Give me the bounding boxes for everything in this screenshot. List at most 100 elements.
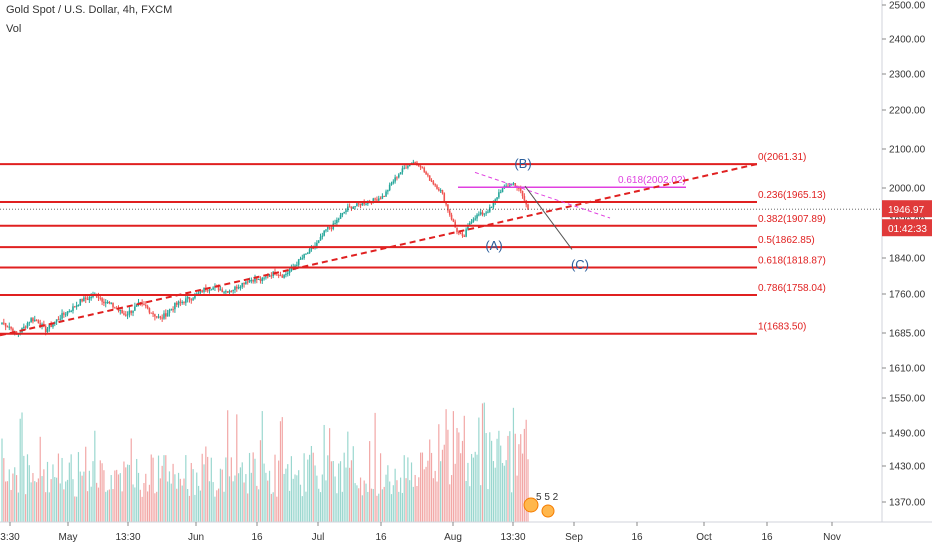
candle-body: [294, 265, 296, 268]
candle-body: [134, 306, 136, 311]
volume-bar: [116, 469, 118, 522]
candle-body: [135, 304, 138, 307]
resistance-dashed-line[interactable]: [474, 171, 611, 219]
candle-body: [496, 197, 498, 200]
candle-body: [512, 183, 515, 185]
volume-bar: [137, 472, 140, 522]
candle-body: [50, 324, 52, 327]
candle-body: [347, 206, 349, 211]
x-tick-label: 16: [631, 532, 643, 543]
candle-body: [345, 210, 347, 213]
volume-bar: [410, 462, 413, 522]
candle-body: [235, 286, 238, 289]
volume-indicator-label[interactable]: Vol: [6, 23, 22, 35]
candle-body: [434, 184, 436, 186]
volume-bar: [70, 454, 72, 522]
volume-bar: [170, 483, 172, 522]
candle-body: [276, 274, 278, 276]
projection-line[interactable]: [524, 185, 573, 250]
candle-body: [181, 301, 183, 303]
wave-label[interactable]: (C): [571, 257, 589, 272]
volume-bar: [514, 433, 516, 522]
candle-body: [452, 219, 455, 222]
volume-bar: [525, 419, 527, 522]
candle-body: [465, 229, 467, 237]
volume-bar: [520, 434, 522, 522]
volume-bar: [197, 485, 200, 522]
candle-body: [321, 235, 324, 237]
volume-bar: [379, 453, 382, 522]
volume-bar: [227, 410, 229, 522]
volume-bar: [32, 473, 34, 522]
volume-bar: [272, 492, 274, 522]
volume-bar: [25, 494, 27, 522]
candle-body: [326, 227, 329, 230]
volume-bar: [258, 489, 260, 522]
volume-bar: [325, 480, 327, 522]
chart-title: Gold Spot / U.S. Dollar, 4h, FXCM: [6, 4, 173, 16]
event-flag-icon[interactable]: [541, 504, 555, 518]
volume-bar: [17, 492, 19, 522]
fib-extension-label: 0.618(2002.02): [618, 175, 686, 186]
candle-body: [396, 177, 398, 179]
volume-bar: [232, 481, 234, 522]
candle-body: [186, 296, 189, 299]
candle-body: [419, 165, 422, 168]
volume-bar: [372, 488, 374, 522]
candle-body: [97, 296, 100, 298]
volume-bar: [318, 488, 320, 522]
volume-bar: [132, 484, 134, 522]
candle-body: [376, 199, 378, 201]
volume-bar: [345, 467, 347, 522]
volume-bar: [92, 461, 94, 522]
candle-body: [388, 184, 391, 191]
volume-bar: [429, 439, 431, 522]
volume-bar: [21, 412, 23, 522]
candle-body: [365, 203, 367, 205]
volume-bar: [469, 486, 471, 522]
candle-body: [450, 214, 453, 220]
volume-bar: [66, 479, 69, 522]
volume-bar: [254, 458, 256, 522]
drawings[interactable]: (B) (A) (C) 5 5 2: [0, 156, 882, 518]
volume-bar: [512, 407, 515, 522]
candle-body: [12, 328, 14, 334]
volume-bar: [74, 496, 76, 522]
wave-label[interactable]: (B): [514, 156, 531, 171]
candle-body: [88, 297, 91, 300]
candle-body: [445, 201, 447, 205]
trendline-dashed[interactable]: [0, 163, 758, 337]
volume-bar: [34, 481, 36, 522]
volume-bar: [194, 494, 196, 522]
volume-bar: [123, 461, 125, 522]
candle-body: [414, 162, 416, 164]
wave-label[interactable]: (A): [485, 238, 502, 253]
volume-bar: [136, 458, 138, 522]
event-badge[interactable]: 5 5 2: [523, 492, 559, 518]
candle-body: [228, 290, 231, 293]
candle-body: [421, 167, 424, 169]
volume-bar: [476, 454, 478, 522]
candle-body: [166, 313, 169, 317]
volume-bar: [516, 475, 518, 522]
volume-bar: [128, 464, 131, 522]
fib-level-label: 0.382(1907.89): [758, 214, 826, 225]
volume-bar: [181, 485, 183, 522]
candle-body: [277, 274, 280, 276]
volume-bar: [119, 473, 121, 522]
candle-body: [148, 308, 151, 313]
candle-body: [439, 190, 442, 192]
last-price-value: 1946.97: [888, 205, 925, 216]
candle-body: [143, 303, 145, 305]
fibonacci-levels[interactable]: 0(2061.31) 0.236(1965.13) 0.382(1907.89) 0.…: [0, 152, 826, 335]
volume-bar: [23, 455, 25, 522]
candle-body: [268, 275, 271, 277]
x-tick-label: May: [59, 532, 78, 543]
volume-bar: [505, 460, 507, 522]
y-tick-label: 1430.00: [889, 462, 926, 473]
candle-body: [501, 188, 504, 193]
event-flag-icon[interactable]: [523, 497, 539, 513]
volume-bar: [152, 457, 154, 522]
volume-bar: [414, 474, 416, 522]
